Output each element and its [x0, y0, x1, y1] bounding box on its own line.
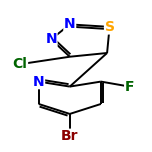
Text: Br: Br: [61, 129, 79, 143]
Text: N: N: [33, 75, 45, 89]
Text: S: S: [105, 20, 115, 34]
Text: N: N: [45, 32, 57, 46]
Text: Cl: Cl: [13, 57, 28, 71]
Text: N: N: [64, 17, 76, 31]
Text: F: F: [125, 79, 134, 94]
